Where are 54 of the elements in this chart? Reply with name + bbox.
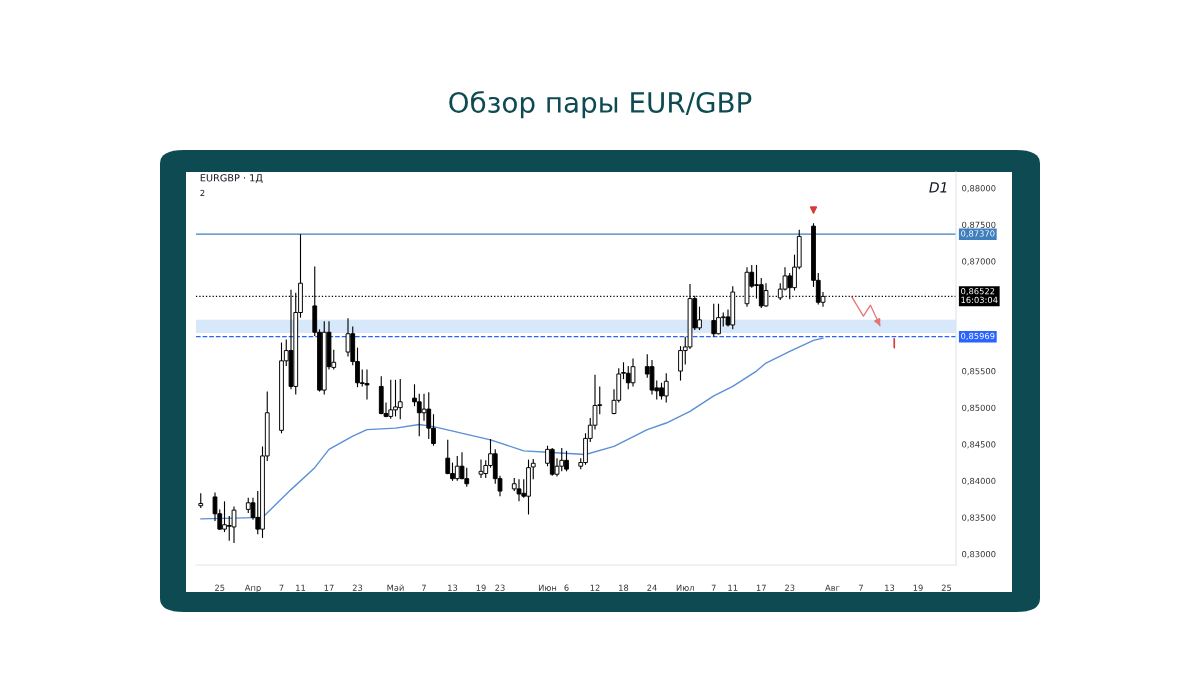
y-tick-label: 0,85500 — [962, 368, 996, 376]
ref-line-label: 0,87370 — [961, 230, 995, 238]
x-tick-label: 25 — [941, 584, 952, 591]
x-tick-label: 18 — [619, 584, 629, 591]
candlestick — [663, 372, 669, 404]
x-tick-label: 13 — [448, 584, 458, 591]
candlestick — [516, 478, 522, 502]
x-tick-label: 19 — [476, 584, 486, 591]
ref-line-label: 0,86522 16:03:04 — [961, 288, 998, 304]
y-tick-label: 0,84000 — [962, 477, 996, 485]
y-tick-label: 0,84500 — [962, 441, 996, 449]
x-tick-label: 24 — [647, 584, 657, 591]
x-tick-label: 13 — [885, 584, 895, 591]
x-tick-label: 17 — [324, 584, 334, 591]
x-tick-label: Апр — [244, 584, 261, 593]
x-tick-label: 7 — [422, 584, 426, 591]
x-tick-label: 23 — [785, 584, 795, 591]
candlestick — [630, 358, 636, 387]
annotation: EURGBP · 1Д — [200, 174, 263, 183]
x-tick-label: Июл — [676, 584, 694, 591]
candlestick — [711, 303, 717, 338]
y-tick-label: 0,88000 — [962, 185, 996, 193]
candlestick — [364, 369, 370, 401]
x-tick-label: 7 — [279, 584, 284, 591]
candlestick — [445, 439, 451, 475]
candlestick — [397, 378, 403, 420]
x-tick-label: 11 — [728, 584, 738, 591]
chart-title: Обзор пары EUR/GBP — [449, 90, 752, 119]
x-tick-label: 25 — [215, 584, 225, 591]
x-tick-label: 12 — [590, 584, 600, 591]
y-tick-label: 0,83000 — [962, 551, 996, 559]
x-tick-label: 17 — [756, 584, 766, 591]
y-tick-label: 0,85000 — [962, 404, 996, 412]
y-tick-label: 0,83500 — [962, 514, 996, 522]
annotation: 2 — [200, 189, 205, 197]
candlestick — [763, 282, 769, 308]
x-tick-label: 23 — [495, 584, 505, 591]
candlestick — [478, 459, 484, 479]
x-tick-label: 6 — [564, 584, 569, 591]
x-tick-label: 11 — [296, 584, 306, 591]
x-tick-label: Июн — [538, 584, 557, 591]
x-tick-label: 23 — [352, 584, 363, 591]
candlestick — [416, 393, 422, 437]
x-tick-label: 19 — [913, 584, 923, 591]
annotation: D1 — [929, 182, 947, 193]
candlestick — [231, 505, 237, 544]
line-series — [200, 337, 824, 520]
y-tick-label: 0,87500 — [962, 221, 996, 229]
x-tick-label: Май — [387, 584, 404, 591]
ref-line-label: 0,85969 — [961, 332, 995, 341]
x-tick-label: 7 — [859, 584, 863, 591]
x-tick-label: Авг — [825, 584, 840, 591]
x-tick-label: 7 — [711, 584, 716, 591]
y-tick-label: 0,87000 — [962, 258, 996, 266]
